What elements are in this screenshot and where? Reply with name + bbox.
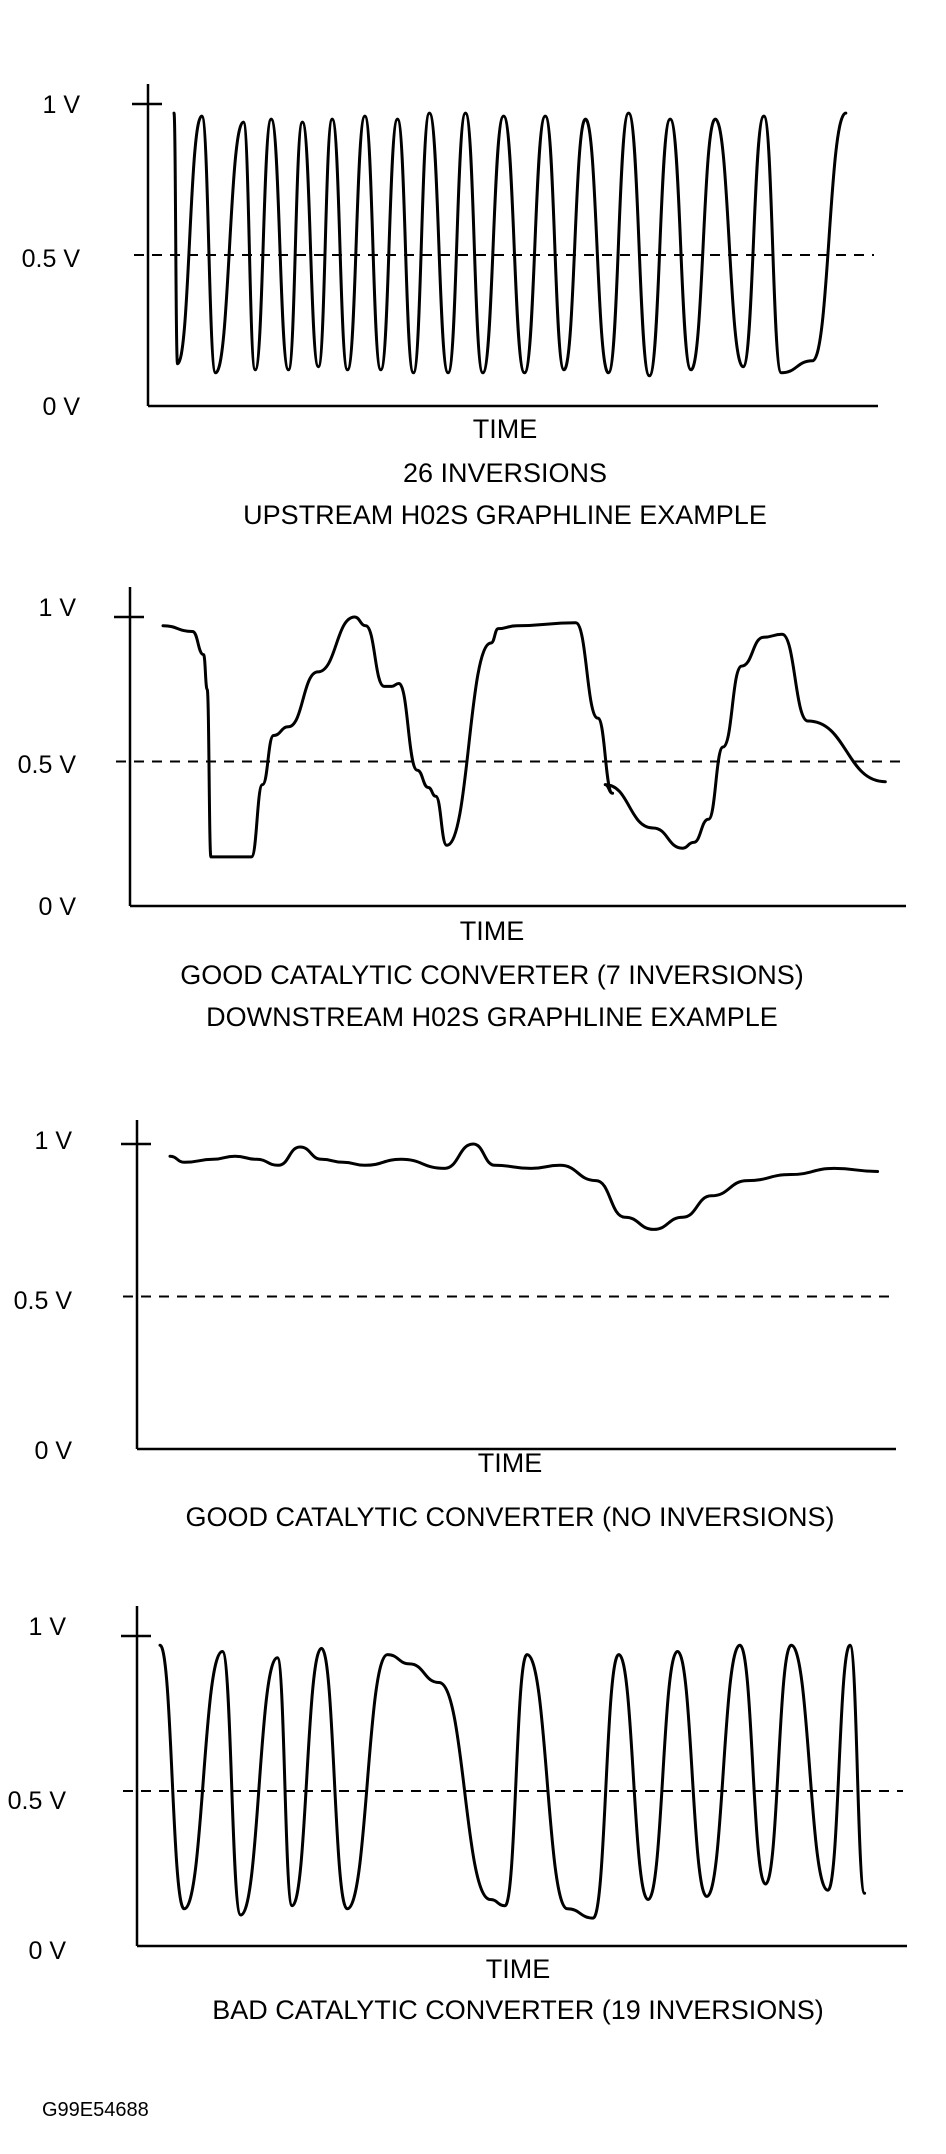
y-tick-label: 1 V [34,1127,72,1155]
x-axis-label: TIME [460,916,525,946]
voltage-trace [172,111,848,378]
y-tick-label: 0 V [28,1937,66,1965]
chart-subtitle: GOOD CATALYTIC CONVERTER (7 INVERSIONS) [180,960,804,990]
y-tick-label: 0.5 V [14,1287,73,1315]
voltage-trace [161,615,887,859]
voltage-trace [158,1643,867,1920]
y-tick-label: 1 V [42,91,80,119]
chart-title: DOWNSTREAM H02S GRAPHLINE EXAMPLE [206,1002,778,1032]
y-tick-label: 0 V [42,393,80,421]
x-axis-label: TIME [473,414,538,444]
y-tick-label: 0 V [34,1437,72,1465]
y-tick-label: 0 V [38,893,76,921]
chart-title: UPSTREAM H02S GRAPHLINE EXAMPLE [243,500,767,530]
voltage-trace [168,1142,880,1231]
chart-title: GOOD CATALYTIC CONVERTER (NO INVERSIONS) [185,1502,834,1532]
y-tick-label: 1 V [38,594,76,622]
y-tick-label: 0.5 V [22,245,81,273]
y-tick-label: 0.5 V [8,1787,67,1815]
chart-subtitle: 26 INVERSIONS [403,458,607,488]
y-tick-label: 0.5 V [18,751,77,779]
chart-title: BAD CATALYTIC CONVERTER (19 INVERSIONS) [212,1995,824,2025]
y-tick-label: 1 V [28,1613,66,1641]
x-axis-label: TIME [486,1954,551,1984]
figure-id-label: G99E54688 [42,2099,149,2121]
x-axis-label: TIME [478,1448,543,1478]
